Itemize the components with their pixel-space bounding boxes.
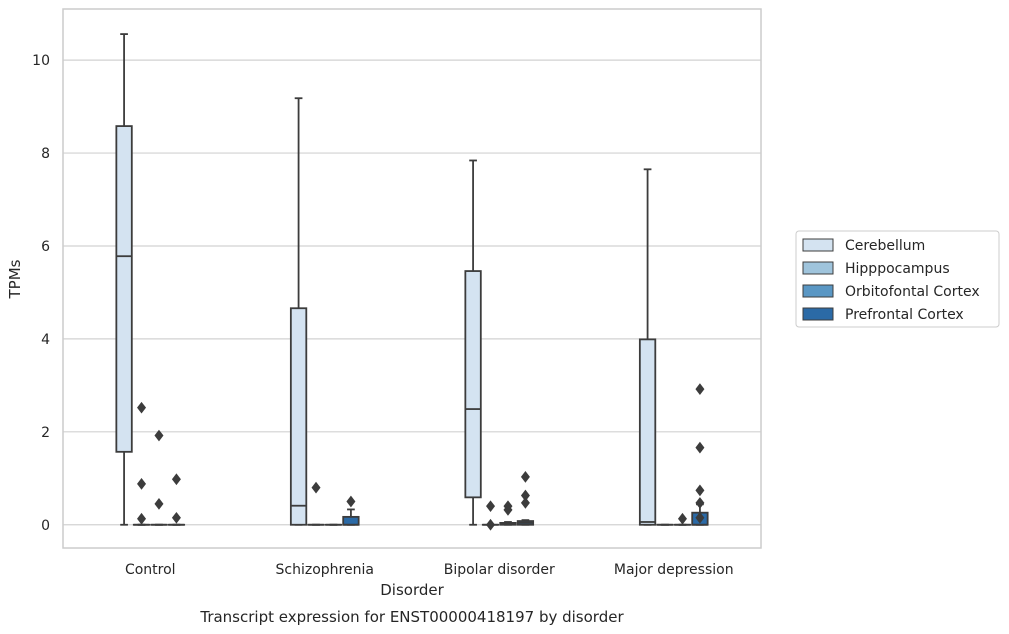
outlier-point [695, 441, 705, 454]
box [638, 168, 657, 526]
box [150, 429, 168, 526]
y-tick-label: 2 [41, 425, 50, 441]
outlier-point [154, 429, 164, 442]
legend-frame [795, 230, 1000, 328]
outlier-point [520, 471, 530, 483]
outlier-point [311, 481, 321, 494]
grid-layer [63, 59, 761, 526]
plot-frame [62, 8, 762, 549]
legend-swatch [802, 238, 834, 252]
outlier-point [486, 518, 496, 531]
outlier-point [154, 498, 164, 510]
box-body [638, 338, 657, 526]
outlier-point [503, 504, 513, 516]
y-tick-labels: 0 2 4 6 8 10 [32, 53, 50, 534]
box [167, 473, 186, 526]
box [516, 471, 535, 526]
legend-label: Prefrontal Cortex [845, 307, 964, 323]
x-tick-label: Control [125, 562, 176, 578]
outlier-point [520, 497, 530, 509]
outlier-point [137, 401, 147, 414]
box-body [342, 515, 360, 526]
box [115, 33, 133, 526]
outlier-point [137, 478, 147, 490]
boxes-layer [115, 33, 709, 531]
legend-label: Cerebellum [845, 238, 925, 254]
box [289, 97, 308, 526]
y-tick-label: 0 [41, 518, 50, 534]
y-tick-label: 10 [32, 53, 50, 69]
outlier-point [677, 512, 687, 525]
y-tick-label: 8 [41, 146, 50, 162]
legend-items: Cerebellum Hipppocampus Orbitofontal Corte… [802, 238, 980, 323]
outlier-point [695, 383, 705, 395]
legend-label: Hipppocampus [845, 261, 950, 277]
legend: Cerebellum Hipppocampus Orbitofontal Corte… [795, 230, 1000, 328]
x-tick-label: Major depression [614, 562, 734, 578]
box [691, 383, 709, 526]
outlier-point [520, 489, 530, 502]
outlier-point [486, 500, 496, 513]
box-body [289, 307, 308, 526]
chart-caption: Transcript expression for ENST0000041819… [199, 608, 624, 626]
box [481, 500, 500, 531]
legend-swatch [802, 261, 834, 275]
outlier-point [346, 495, 356, 508]
outlier-point [695, 497, 705, 509]
x-tick-labels: Control Schizophrenia Bipolar disorder Majo… [125, 562, 734, 578]
outlier-point [695, 511, 705, 524]
outlier-point [171, 473, 181, 486]
box [307, 481, 325, 526]
box [673, 512, 692, 526]
y-axis-label: TPMs [6, 259, 24, 299]
legend-swatch [802, 307, 834, 321]
outlier-point [695, 484, 705, 497]
legend-swatch [802, 284, 834, 298]
legend-label: Orbitofontal Cortex [845, 284, 980, 300]
box [132, 401, 151, 526]
x-tick-label: Schizophrenia [276, 562, 374, 578]
x-tick-label: Bipolar disorder [444, 562, 555, 578]
outlier-point [137, 512, 147, 525]
y-tick-label: 6 [41, 239, 50, 255]
box [464, 159, 482, 526]
y-tick-label: 4 [41, 332, 50, 348]
box [342, 495, 360, 526]
box-body [464, 270, 482, 499]
outlier-point [171, 511, 181, 524]
box-body [115, 125, 133, 453]
box [499, 500, 517, 526]
x-axis-label: Disorder [380, 581, 444, 599]
